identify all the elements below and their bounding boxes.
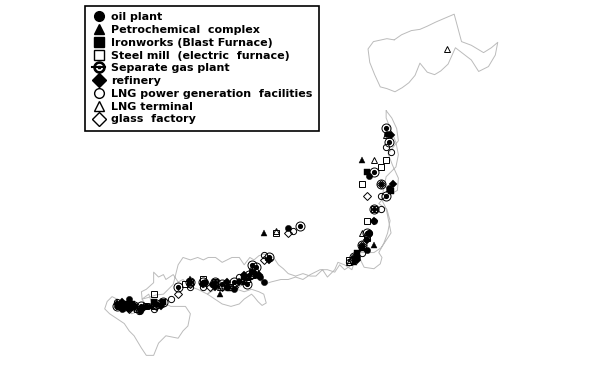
Legend: oil plant, Petrochemical  complex, Ironworks (Blast Furnace), Steel mill  (elect: oil plant, Petrochemical complex, Ironwo…: [85, 6, 319, 131]
